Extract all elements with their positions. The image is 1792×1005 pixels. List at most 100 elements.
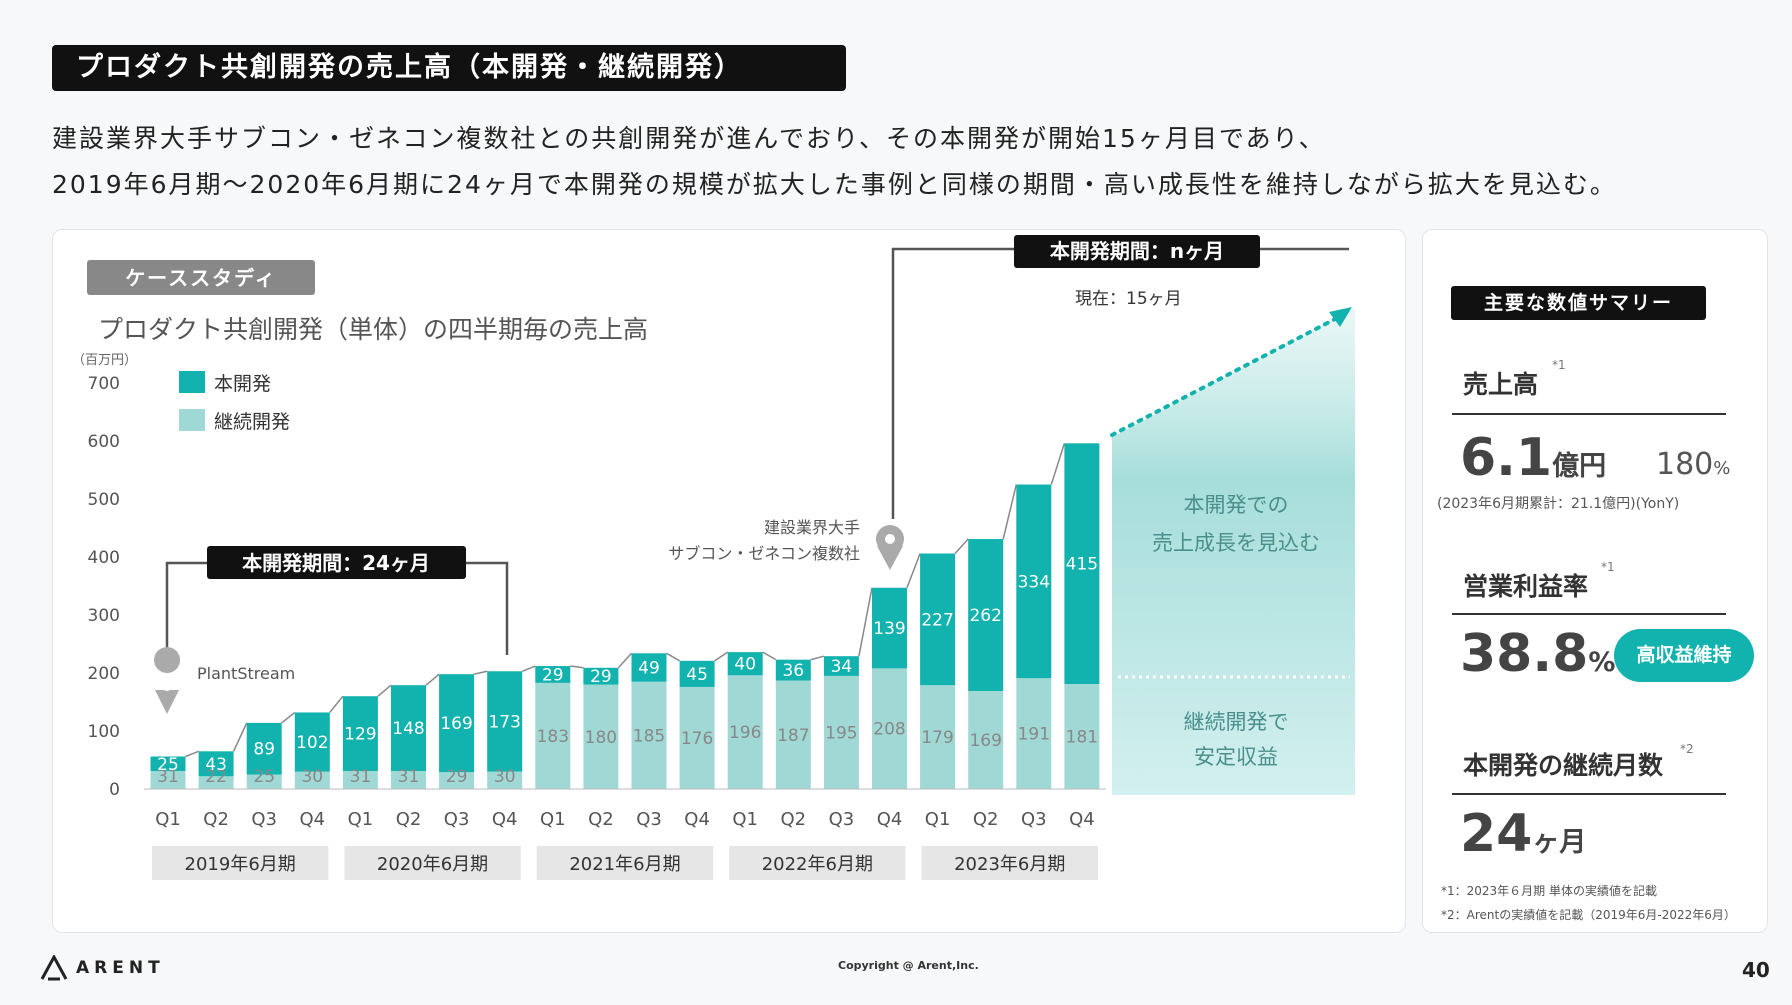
x-tick-label: Q3 <box>251 809 277 830</box>
y-tick-label: 600 <box>88 432 120 452</box>
fiscal-year-label: 2023年6月期 <box>954 854 1065 875</box>
case-study-tag-bg <box>87 260 315 295</box>
bar-main <box>583 667 619 685</box>
location-pin-icon <box>154 647 181 714</box>
data-label-main: 139 <box>873 619 905 639</box>
bar-connector <box>281 711 296 724</box>
bar-main <box>631 653 667 682</box>
y-tick-label: 400 <box>88 548 120 568</box>
period1-pin-label: PlantStream <box>197 664 295 683</box>
x-tick-label: Q2 <box>203 809 229 830</box>
bar-connector <box>473 670 488 675</box>
bar-continuing <box>198 776 234 789</box>
summary-card <box>1422 229 1768 933</box>
data-label-continuing: 31 <box>157 767 179 787</box>
projection-area <box>1112 308 1355 795</box>
x-axis: Q1 Q2 Q3 Q4 Q1 Q2 Q3 Q4 Q1 Q2 Q3 Q4 Q1 Q2 Q3 Q4 Q1 Q2 Q3 Q4… <box>143 788 1106 880</box>
footnote-2: *2：Arentの実績値を記載（2019年6月-2022年6月） <box>1441 908 1736 922</box>
op-value-row: 38.8% <box>1460 624 1615 684</box>
bar-continuing <box>391 771 426 789</box>
bar-main <box>920 553 956 686</box>
arent-logo-icon <box>40 955 68 981</box>
x-tick-label: Q3 <box>444 809 470 830</box>
y-tick-label: 700 <box>88 374 120 394</box>
bar-continuing <box>294 771 330 789</box>
page-number: 40 <box>1742 958 1770 982</box>
data-label-main: 129 <box>344 725 376 745</box>
x-tick-label: Q4 <box>877 809 903 830</box>
x-tick-label: Q3 <box>636 809 662 830</box>
data-label-continuing: 195 <box>825 723 857 743</box>
x-tick-label: Q2 <box>588 809 614 830</box>
data-label-continuing: 185 <box>633 726 665 746</box>
bar-main <box>535 666 571 683</box>
projection-upper-1: 本開発での <box>1184 493 1289 517</box>
x-tick-label: Q2 <box>780 809 806 830</box>
data-label-main: 148 <box>392 719 424 739</box>
bar-continuing <box>823 675 859 789</box>
bar-main <box>727 652 763 676</box>
lead-text: 建設業界大手サブコン・ゼネコン複数社との共創開発が進んでおり、その本開発が開始1… <box>52 116 1617 208</box>
legend-label-main: 本開発 <box>214 373 271 395</box>
op-divider <box>1452 613 1726 615</box>
bar-connector <box>521 665 536 672</box>
sales-note: *1 <box>1552 358 1566 372</box>
x-tick-label: Q4 <box>684 809 710 830</box>
op-label: 営業利益率 <box>1463 572 1589 601</box>
bar-continuing <box>1016 678 1052 789</box>
bar-continuing <box>487 771 523 789</box>
y-tick-label: 300 <box>88 606 120 626</box>
months-divider <box>1452 793 1726 795</box>
bar-connector <box>185 750 199 758</box>
data-label-main: 25 <box>157 755 179 775</box>
bar-main <box>391 685 426 772</box>
bar-continuing <box>1064 684 1100 789</box>
data-label-continuing: 22 <box>205 767 227 787</box>
data-label-main: 36 <box>782 661 804 681</box>
data-label-main: 43 <box>205 755 227 775</box>
lead-line-1: 建設業界大手サブコン・ゼネコン複数社との共創開発が進んでおり、その本開発が開始1… <box>52 124 1326 153</box>
bar-main <box>1016 484 1052 679</box>
bar-connector <box>954 538 969 555</box>
sales-divider <box>1452 413 1726 415</box>
period1-label: 本開発期間：24ヶ月 <box>242 551 430 575</box>
bar-main <box>1064 443 1100 685</box>
period2-current: 現在：15ヶ月 <box>1075 289 1182 309</box>
fiscal-year-box <box>151 846 329 880</box>
bar-connector <box>666 652 680 662</box>
bar-continuing <box>872 668 907 789</box>
sales-growth-row: 180% <box>1656 447 1730 482</box>
bar-continuing <box>342 771 378 789</box>
x-tick-label: Q4 <box>1069 809 1095 830</box>
summary-tag: 主要な数値サマリー <box>1451 286 1706 320</box>
bar-connectors <box>185 443 1066 758</box>
fiscal-year-box <box>344 846 521 880</box>
op-unit: % <box>1588 647 1616 678</box>
sales-unit: 億円 <box>1552 451 1607 482</box>
bar-connector <box>425 673 440 686</box>
months-unit: ヶ月 <box>1532 827 1587 858</box>
months-value: 24 <box>1460 804 1533 864</box>
data-label-main: 45 <box>686 665 708 685</box>
bar-main <box>487 671 523 772</box>
data-label-continuing: 181 <box>1066 728 1098 748</box>
bars: 3125224325893010231129311482916930173183… <box>150 443 1100 789</box>
data-label-main: 227 <box>921 610 953 630</box>
period2-pin-label-2: サブコン・ゼネコン複数社 <box>668 544 860 563</box>
page-title: プロダクト共創開発の売上高（本開発・継続開発） <box>52 45 846 91</box>
y-tick-label: 500 <box>88 490 120 510</box>
bar-continuing <box>535 682 571 789</box>
bar-continuing <box>775 680 811 789</box>
data-label-continuing: 31 <box>398 767 420 787</box>
data-label-continuing: 179 <box>921 728 953 748</box>
op-note: *1 <box>1601 560 1615 574</box>
x-tick-label: Q1 <box>540 809 566 830</box>
fiscal-year-label: 2019年6月期 <box>185 854 296 875</box>
bar-connector <box>232 722 248 752</box>
op-badge: 高収益維持 <box>1614 629 1754 682</box>
data-label-continuing: 191 <box>1018 725 1050 745</box>
fiscal-year-label: 2020年6月期 <box>377 854 488 875</box>
legend-swatch-cont <box>179 409 205 431</box>
fiscal-year-box <box>729 846 906 880</box>
data-label-continuing: 30 <box>301 767 323 787</box>
